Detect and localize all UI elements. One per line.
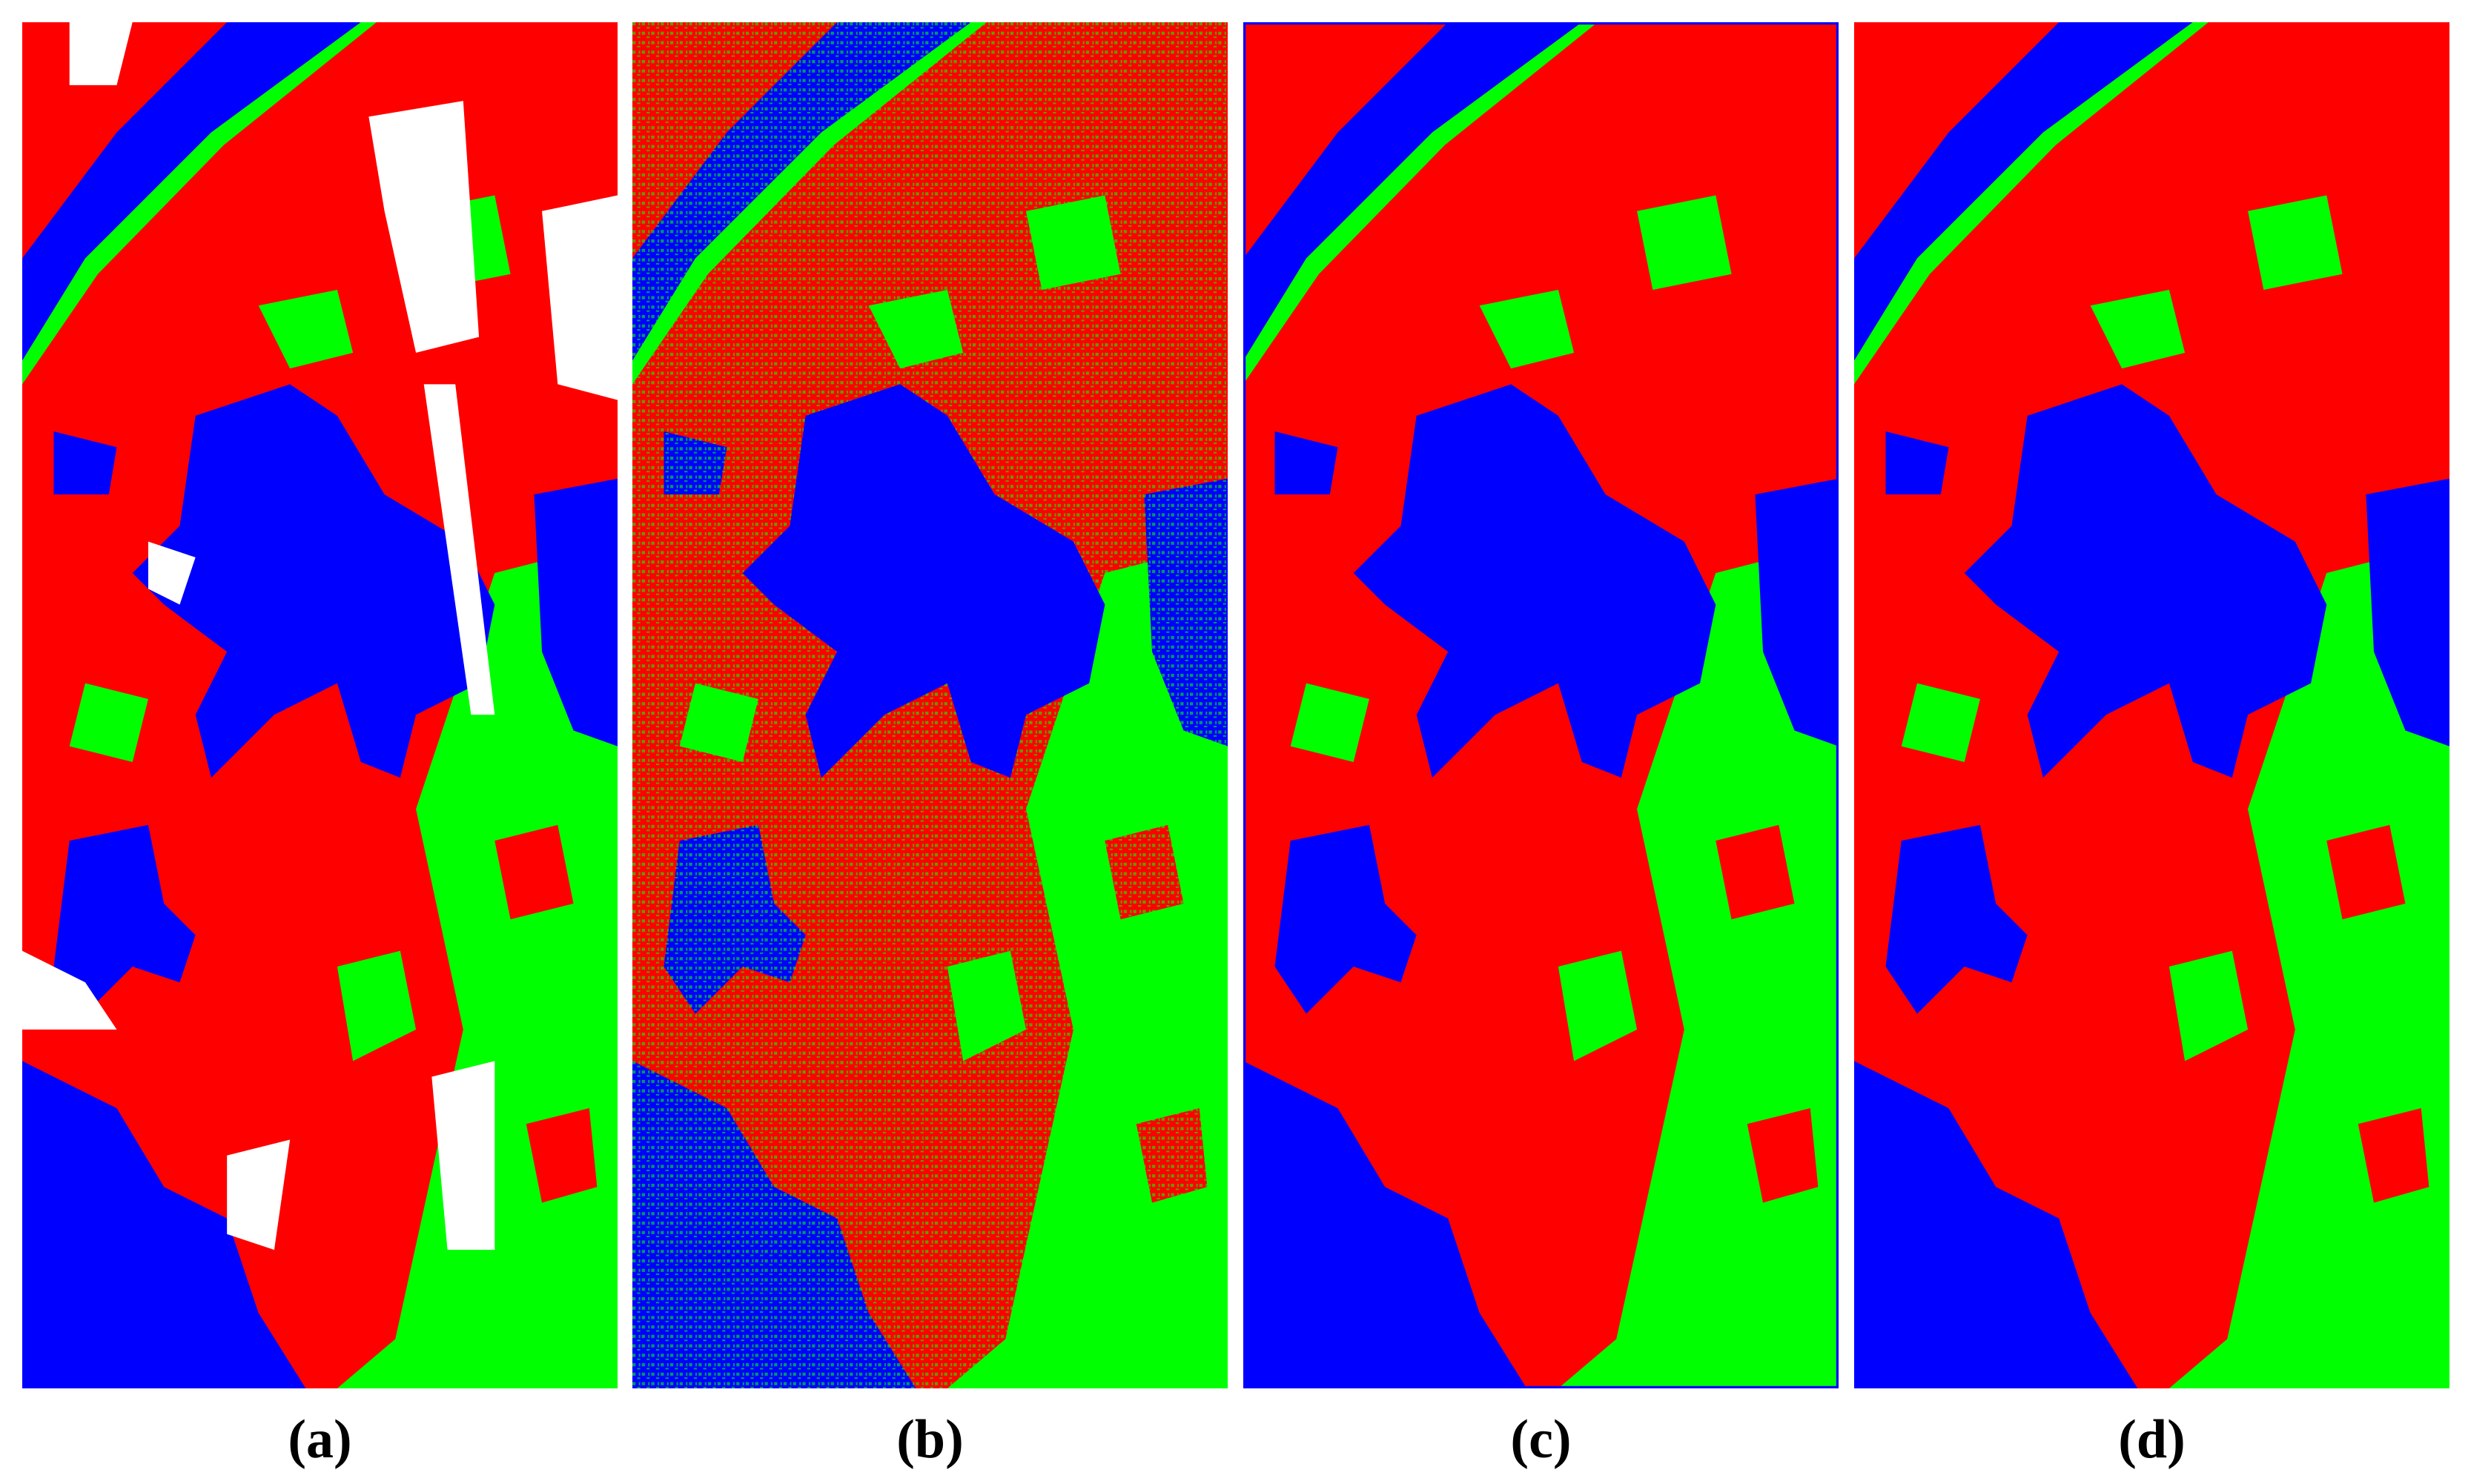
panel-caption: (c) [1510,1409,1572,1470]
unlabeled-area [22,22,618,1251]
map-panel [22,22,618,1388]
map-panel [632,22,1228,1388]
map-panel [1243,22,1839,1388]
map-panel [1854,22,2449,1388]
panel-caption: (b) [896,1409,964,1470]
panel-caption: (a) [288,1409,352,1470]
panel-caption: (d) [2118,1409,2186,1470]
